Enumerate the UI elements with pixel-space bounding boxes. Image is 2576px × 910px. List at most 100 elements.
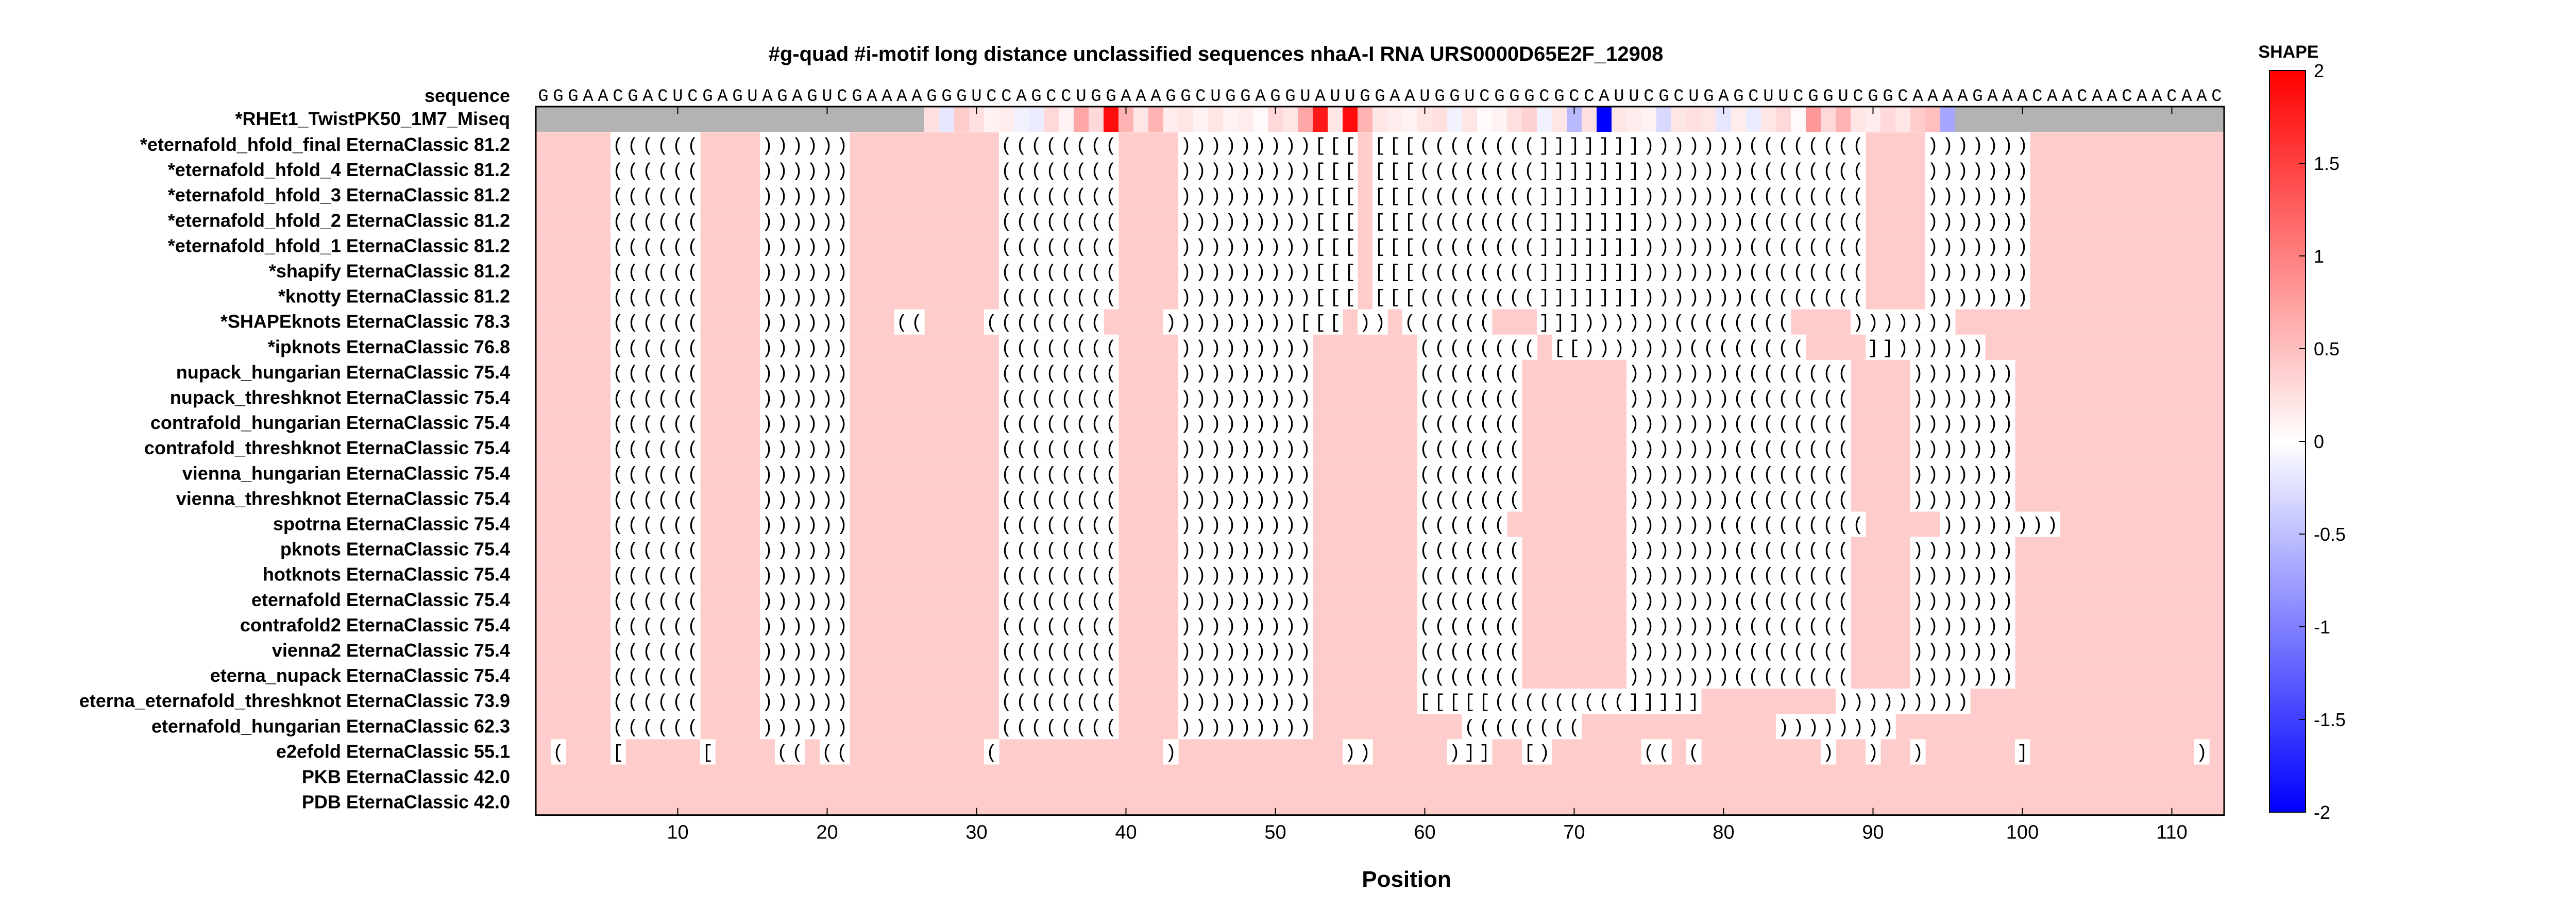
structure-char: (: [1748, 313, 1759, 334]
structure-char: (: [1061, 489, 1072, 510]
structure-char: ): [1942, 363, 1954, 384]
structure-char: (: [1718, 515, 1730, 536]
structure-char: (: [1001, 287, 1012, 308]
structure-char: (: [1434, 287, 1446, 308]
colorbar: SHAPE 21.510.50-0.5-1-1.5-2: [2258, 42, 2346, 823]
structure-char: (: [1509, 616, 1520, 637]
paired-cell: [1238, 158, 1253, 183]
structure-char: (: [1853, 186, 1864, 207]
row-score: 81.2: [474, 184, 510, 205]
structure-char: (: [1031, 135, 1042, 157]
structure-char: (: [986, 742, 997, 763]
structure-char: ): [1912, 363, 1924, 384]
structure-char: (: [1823, 135, 1834, 157]
structure-char: (: [1748, 616, 1759, 637]
structure-char: ): [1180, 439, 1192, 460]
sequence-nucleotide: C: [1584, 87, 1594, 107]
shape-cell: [1238, 107, 1253, 132]
chart-title: #g-quad #i-motif long distance unclassif…: [769, 43, 1664, 65]
paired-cell: [1014, 158, 1029, 183]
structure-char: (: [642, 439, 654, 460]
structure-char: (: [1793, 363, 1804, 384]
shape-cell: [1462, 107, 1478, 132]
shape-cell: [2209, 107, 2225, 132]
structure-char: ): [1942, 616, 1954, 637]
structure-char: (: [1076, 135, 1087, 157]
structure-char: ): [1225, 236, 1236, 257]
structure-char: (: [1838, 262, 1849, 283]
structure-char: (: [687, 591, 699, 612]
structure-char: ): [1718, 540, 1730, 561]
paired-cell: [1791, 132, 1806, 158]
structure-char: ): [1270, 135, 1281, 157]
paired-cell: [1806, 132, 1821, 158]
structure-char: (: [1569, 717, 1580, 738]
paired-cell: [1029, 158, 1044, 183]
structure-char: ]: [1554, 236, 1565, 257]
structure-char: (: [1793, 641, 1804, 662]
structure-char: (: [1076, 161, 1087, 182]
structure-char: ): [1927, 692, 1939, 713]
structure-char: ): [1240, 287, 1251, 308]
shape-cell: [1612, 107, 1627, 132]
structure-char: ): [777, 363, 788, 384]
structure-char: (: [1091, 717, 1102, 738]
structure-char: ): [807, 565, 818, 587]
structure-char: (: [1031, 540, 1042, 561]
structure-char: (: [1479, 388, 1490, 409]
structure-char: ): [1912, 464, 1924, 485]
structure-char: ): [1942, 236, 1954, 257]
structure-char: ): [1673, 236, 1685, 257]
structure-char: ): [1225, 439, 1236, 460]
structure-char: (: [1808, 641, 1819, 662]
structure-char: ): [2032, 515, 2043, 536]
structure-char: (: [657, 666, 669, 688]
structure-char: ]: [1539, 211, 1550, 232]
colorbar-tick-label: -1.5: [2314, 709, 2346, 730]
structure-char: (: [1793, 464, 1804, 485]
structure-char: ): [1210, 338, 1222, 359]
row-name: contrafold_hungarian EternaClassic: [150, 412, 469, 433]
structure-char: ): [1165, 313, 1177, 334]
structure-char: ): [1375, 313, 1386, 334]
structure-char: ]: [1539, 262, 1550, 283]
structure-char: ]: [1614, 161, 1625, 182]
structure-char: (: [1076, 262, 1087, 283]
structure-char: (: [1061, 313, 1072, 334]
structure-char: ): [1180, 489, 1192, 510]
structure-char: ): [822, 591, 833, 612]
structure-char: ]: [2017, 742, 2028, 763]
structure-char: ): [822, 313, 833, 334]
structure-char: ): [1688, 262, 1700, 283]
structure-char: ]: [1658, 692, 1670, 713]
paired-cell: [999, 132, 1014, 158]
structure-char: (: [642, 489, 654, 510]
structure-char: (: [1479, 591, 1490, 612]
structure-char: (: [1419, 262, 1431, 283]
structure-char: ): [822, 692, 833, 713]
structure-char: ): [2002, 414, 2013, 435]
structure-char: ): [807, 515, 818, 536]
structure-char: ): [1210, 363, 1222, 384]
structure-char: (: [613, 161, 624, 182]
structure-char: ]: [1539, 287, 1550, 308]
structure-char: (: [1763, 135, 1774, 157]
structure-char: (: [1524, 135, 1535, 157]
structure-char: ): [1255, 717, 1266, 738]
paired-cell: [1298, 158, 1313, 183]
sequence-nucleotide: A: [1315, 87, 1326, 107]
structure-char: (: [1763, 313, 1774, 334]
structure-char: ): [1987, 161, 1998, 182]
structure-char: ): [1210, 641, 1222, 662]
paired-cell: [1761, 132, 1776, 158]
structure-char: (: [1031, 489, 1042, 510]
structure-char: ): [2017, 515, 2028, 536]
structure-char: (: [1823, 211, 1834, 232]
structure-char: (: [1076, 515, 1087, 536]
structure-char: (: [1599, 692, 1610, 713]
paired-cell: [1821, 132, 1836, 158]
structure-char: ): [807, 489, 818, 510]
shape-cell: [850, 107, 865, 132]
structure-char: ]: [1539, 161, 1550, 182]
structure-char: ): [1643, 363, 1655, 384]
